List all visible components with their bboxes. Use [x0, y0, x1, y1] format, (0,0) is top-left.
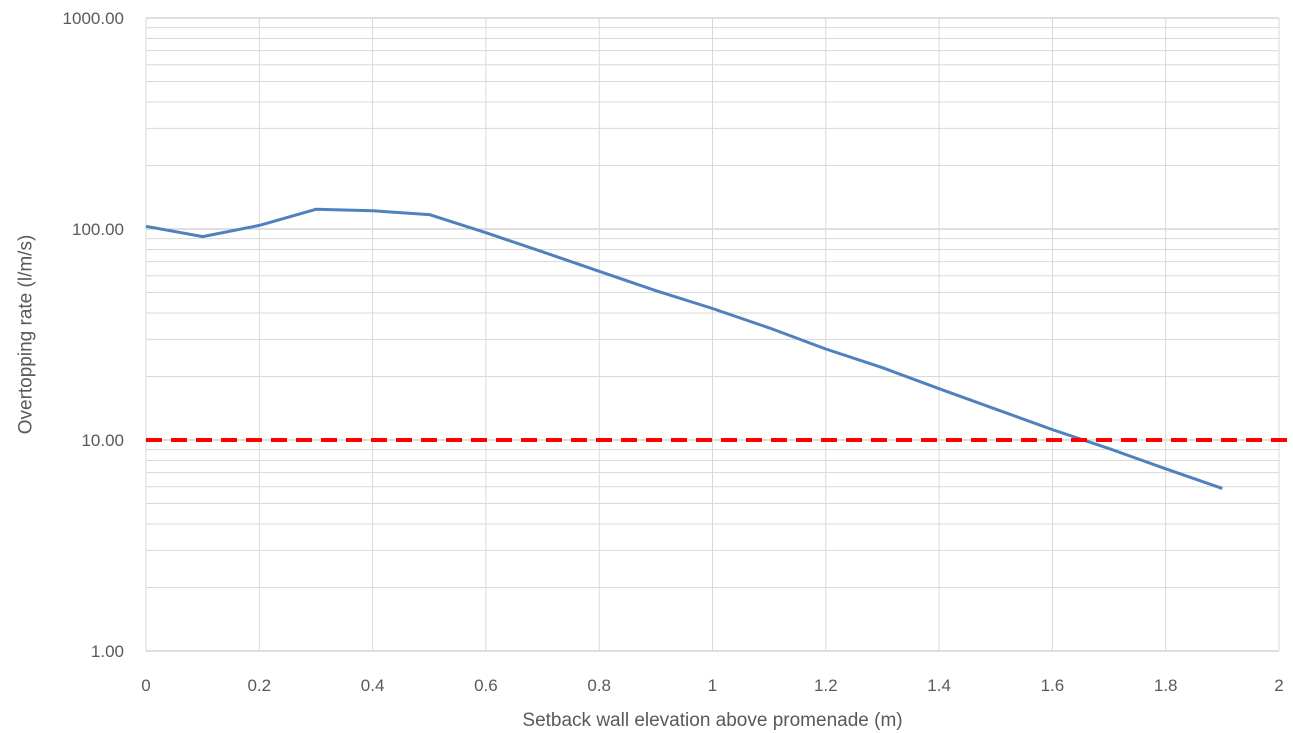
y-tick-label: 1.00 — [91, 642, 124, 661]
y-tick-labels: 1.00 10.00 100.00 1000.00 — [63, 9, 124, 661]
x-axis-title: Setback wall elevation above promenade (… — [522, 710, 902, 731]
overtopping-rate-line — [145, 207, 1223, 490]
y-tick-label: 1000.00 — [63, 9, 124, 28]
x-gridlines — [145, 18, 1280, 651]
x-tick-labels: 0 0.2 0.4 0.6 0.8 1 1.2 1.4 1.6 1.8 2 — [141, 676, 1283, 695]
y-tick-label: 100.00 — [72, 220, 124, 239]
x-tick-label: 1.8 — [1154, 676, 1178, 695]
x-tick-label: 0.2 — [247, 676, 271, 695]
x-tick-label: 0.8 — [587, 676, 611, 695]
y-axis-title: Overtopping rate (l/m/s) — [16, 235, 37, 435]
x-tick-label: 1 — [708, 676, 717, 695]
x-tick-label: 1.4 — [927, 676, 951, 695]
x-tick-label: 1.6 — [1041, 676, 1065, 695]
x-tick-label: 0 — [141, 676, 150, 695]
x-tick-label: 0.4 — [361, 676, 385, 695]
series-layer — [145, 207, 1291, 490]
x-tick-label: 2 — [1274, 676, 1283, 695]
y-tick-label: 10.00 — [81, 431, 124, 450]
x-tick-label: 1.2 — [814, 676, 838, 695]
x-tick-label: 0.6 — [474, 676, 498, 695]
